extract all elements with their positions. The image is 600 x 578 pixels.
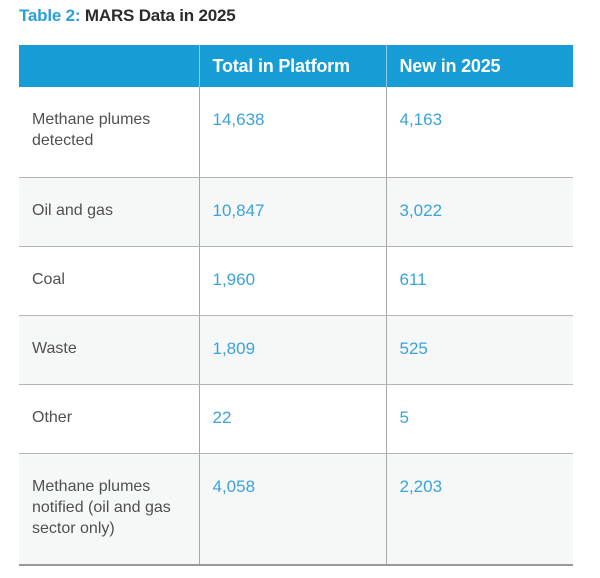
total-in-platform-value: 4,058 bbox=[198, 453, 386, 566]
total-in-platform-value: 14,638 bbox=[198, 87, 386, 178]
row-label: Coal bbox=[19, 246, 199, 316]
row-label: Other bbox=[19, 384, 199, 454]
mars-data-table: Total in Platform New in 2025 Methane pl… bbox=[19, 45, 573, 566]
total-in-platform-value: 22 bbox=[198, 384, 386, 454]
row-label: Oil and gas bbox=[19, 177, 199, 247]
new-in-2025-value: 611 bbox=[385, 246, 573, 316]
total-in-platform-value: 1,960 bbox=[198, 246, 386, 316]
new-in-2025-value: 4,163 bbox=[385, 87, 573, 178]
table-number: Table 2: bbox=[19, 6, 81, 25]
new-in-2025-value: 2,203 bbox=[385, 453, 573, 566]
header-row: Total in Platform New in 2025 bbox=[19, 45, 573, 87]
table-row: Coal 1,960 611 bbox=[19, 246, 573, 316]
new-in-2025-value: 525 bbox=[385, 315, 573, 385]
table-row: Methane plumes detected 14,638 4,163 bbox=[19, 87, 573, 178]
table-row: Other 22 5 bbox=[19, 384, 573, 454]
table-row: Methane plumes notified (oil and gas sec… bbox=[19, 453, 573, 566]
row-label: Methane plumes detected bbox=[19, 87, 199, 178]
row-label: Waste bbox=[19, 315, 199, 385]
row-label: Methane plumes notified (oil and gas sec… bbox=[19, 453, 199, 566]
table-row: Waste 1,809 525 bbox=[19, 315, 573, 385]
total-in-platform-value: 10,847 bbox=[198, 177, 386, 247]
table-row: Oil and gas 10,847 3,022 bbox=[19, 177, 573, 247]
new-in-2025-value: 5 bbox=[385, 384, 573, 454]
header-total-in-platform: Total in Platform bbox=[198, 45, 386, 87]
header-new-in-2025: New in 2025 bbox=[385, 45, 573, 87]
header-empty bbox=[19, 45, 199, 87]
total-in-platform-value: 1,809 bbox=[198, 315, 386, 385]
table-title: Table 2: MARS Data in 2025 bbox=[19, 6, 236, 26]
new-in-2025-value: 3,022 bbox=[385, 177, 573, 247]
table-caption: MARS Data in 2025 bbox=[80, 6, 236, 25]
